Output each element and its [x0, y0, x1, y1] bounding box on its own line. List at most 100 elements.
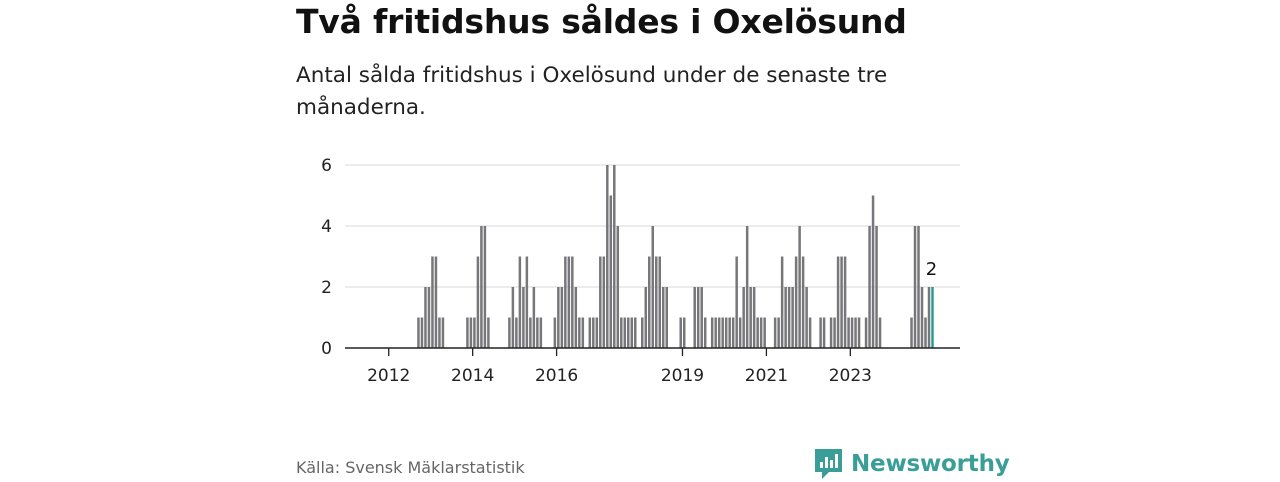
bar [731, 317, 735, 348]
bar [878, 317, 882, 348]
bar [847, 317, 850, 348]
bar [476, 256, 480, 348]
bar [693, 287, 696, 348]
bar [854, 317, 857, 348]
bar [780, 256, 784, 348]
bar [574, 287, 578, 348]
bar [536, 317, 539, 348]
bar [843, 256, 847, 348]
bar [487, 317, 490, 348]
bar [438, 317, 441, 348]
bar [634, 317, 637, 348]
bar [511, 287, 515, 348]
bar [595, 317, 599, 348]
brand-name: Newsworthy [851, 451, 1010, 477]
bar [427, 287, 431, 348]
bar [749, 287, 752, 348]
bar [483, 226, 487, 348]
newsworthy-logo-icon [815, 449, 842, 479]
bar [571, 256, 574, 348]
bar [599, 256, 602, 348]
bar [777, 317, 780, 348]
bar [508, 317, 511, 348]
bar [627, 317, 630, 348]
axes [345, 347, 960, 356]
bar [532, 287, 536, 348]
bar [473, 317, 476, 348]
bar [917, 226, 920, 348]
bar-chart: 0 2 4 6 2012 2014 2016 2019 2021 2023 2 [321, 156, 960, 386]
bar [763, 317, 766, 348]
bar [801, 256, 805, 348]
bar [518, 256, 522, 348]
bar [431, 256, 434, 348]
labels: 0 2 4 6 2012 2014 2016 2019 2021 2023 2 [321, 156, 937, 386]
bar [480, 226, 483, 348]
chart-title: Två fritidshus såldes i Oxelösund [296, 2, 907, 41]
bar [602, 256, 606, 348]
bar [515, 317, 518, 348]
bar [805, 287, 808, 348]
bar [588, 317, 592, 348]
bar [808, 317, 812, 348]
bar [623, 317, 627, 348]
bar [910, 317, 913, 348]
bar [756, 317, 759, 348]
bar [924, 317, 927, 348]
bar [833, 317, 836, 348]
source-note: Källa: Svensk Mäklarstatistik [296, 458, 525, 477]
bar [557, 287, 560, 348]
bar [721, 317, 724, 348]
x-tick-label: 2019 [661, 366, 704, 386]
bar [742, 287, 745, 348]
bar [822, 317, 826, 348]
bar [641, 317, 644, 348]
bar-latest [931, 287, 934, 348]
bar [794, 256, 798, 348]
bar [529, 317, 532, 348]
bar [836, 256, 840, 348]
bar [417, 317, 420, 348]
bar [665, 287, 668, 348]
bar [829, 317, 833, 348]
bar [759, 317, 763, 348]
bar [696, 287, 700, 348]
x-tick-label: 2012 [367, 366, 410, 386]
bar [424, 287, 427, 348]
bar [613, 165, 616, 348]
bar [752, 287, 756, 348]
bar [868, 226, 871, 348]
bar [578, 317, 581, 348]
bar [703, 317, 707, 348]
x-tick-label: 2021 [745, 366, 788, 386]
bar [661, 287, 665, 348]
bar [553, 317, 557, 348]
bar [581, 317, 585, 348]
bar [606, 165, 609, 348]
bar [466, 317, 469, 348]
bar [857, 317, 861, 348]
bar [682, 317, 686, 348]
bar [630, 317, 634, 348]
bar [434, 256, 438, 348]
bar [738, 317, 742, 348]
bar [791, 287, 794, 348]
bar [819, 317, 822, 348]
x-tick-label: 2014 [451, 366, 494, 386]
bar [714, 317, 717, 348]
y-tick-label: 6 [321, 156, 332, 176]
bar [420, 317, 424, 348]
bar [735, 256, 738, 348]
bar [679, 317, 682, 348]
bar [787, 287, 791, 348]
bar [840, 256, 843, 348]
bar [850, 317, 854, 348]
bar [644, 287, 648, 348]
bar [927, 287, 931, 348]
y-tick-label: 2 [321, 278, 332, 298]
bar [920, 287, 924, 348]
y-tick-label: 0 [321, 339, 332, 359]
bar [717, 317, 721, 348]
bar [564, 256, 567, 348]
bar [871, 195, 875, 348]
